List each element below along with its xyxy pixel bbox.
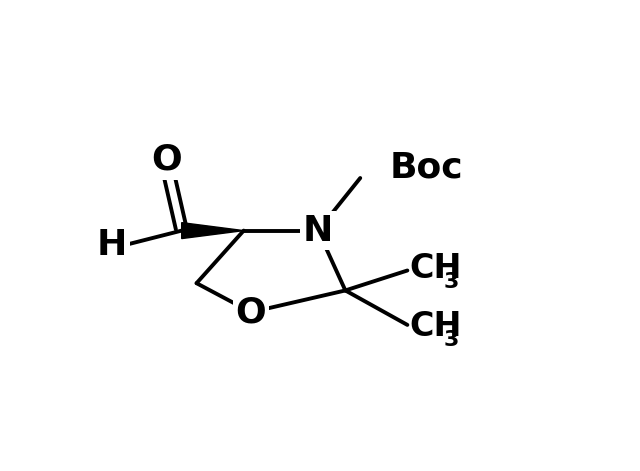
Text: O: O: [236, 295, 266, 329]
Text: H: H: [97, 228, 127, 262]
Text: CH: CH: [410, 310, 462, 343]
Polygon shape: [182, 223, 244, 239]
Text: 3: 3: [444, 272, 459, 292]
Text: O: O: [152, 143, 182, 177]
Text: Boc: Boc: [390, 150, 463, 184]
Text: N: N: [303, 214, 333, 248]
Text: CH: CH: [410, 252, 462, 285]
Text: 3: 3: [444, 331, 459, 350]
